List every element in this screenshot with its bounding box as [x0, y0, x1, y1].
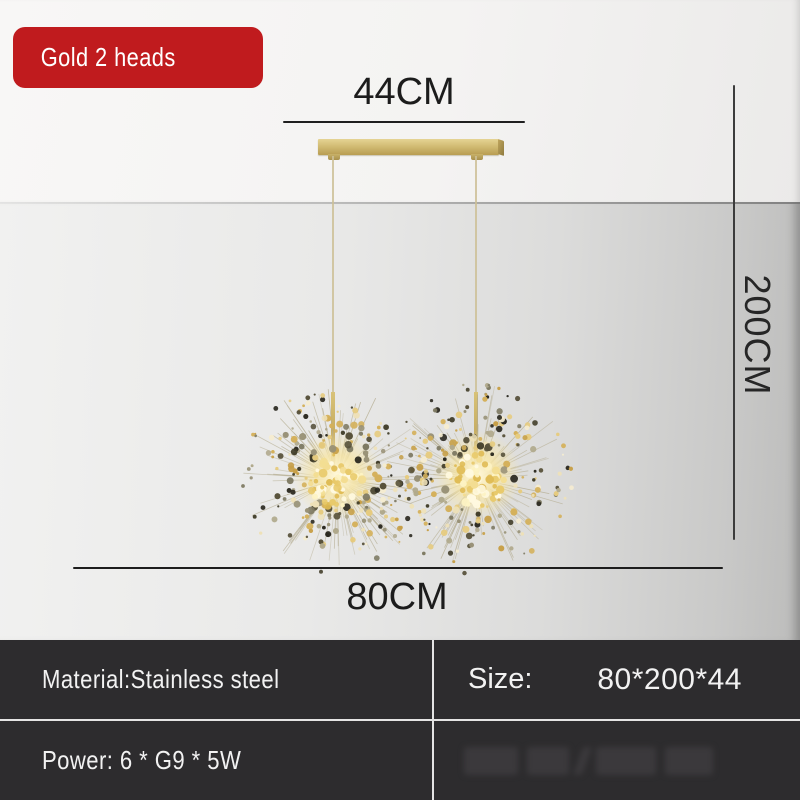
canopy-mount-left [328, 154, 340, 160]
spec-cell-obscured [434, 721, 800, 800]
suspension-rod-left [331, 392, 335, 468]
dimension-top-label: 44CM [353, 71, 455, 113]
canopy-mount-right [471, 154, 483, 160]
dimension-bottom-line [73, 567, 723, 569]
dimension-top-line [283, 121, 525, 123]
spec-cell-size: Size: 80*200*44 [434, 640, 800, 719]
material-text: Material:Stainless steel [42, 664, 280, 694]
ceiling-canopy-bar [318, 139, 504, 160]
canopy-end-bevel [498, 139, 504, 156]
dimension-right-label: 200CM [737, 274, 778, 396]
wall-background [0, 202, 800, 640]
ceiling-wall-divider [0, 202, 800, 204]
spec-cell-material: Material:Stainless steel [0, 640, 432, 719]
dimension-right-line [733, 85, 735, 540]
variant-badge: Gold 2 heads [13, 27, 263, 88]
suspension-wire-left [332, 156, 334, 396]
spec-table: Material:Stainless steel Size: 80*200*44… [0, 640, 800, 800]
size-value: 80*200*44 [597, 662, 742, 696]
power-text: Power: 6 * G9 * 5W [42, 745, 242, 775]
variant-badge-label: Gold 2 heads [40, 42, 176, 72]
size-label: Size: [468, 663, 533, 695]
dimension-bottom-label: 80CM [346, 576, 448, 618]
suspension-wire-right [475, 156, 477, 396]
obscured-text-blocks [434, 746, 713, 775]
spec-cell-power: Power: 6 * G9 * 5W [0, 721, 432, 800]
suspension-rod-right [474, 392, 478, 468]
